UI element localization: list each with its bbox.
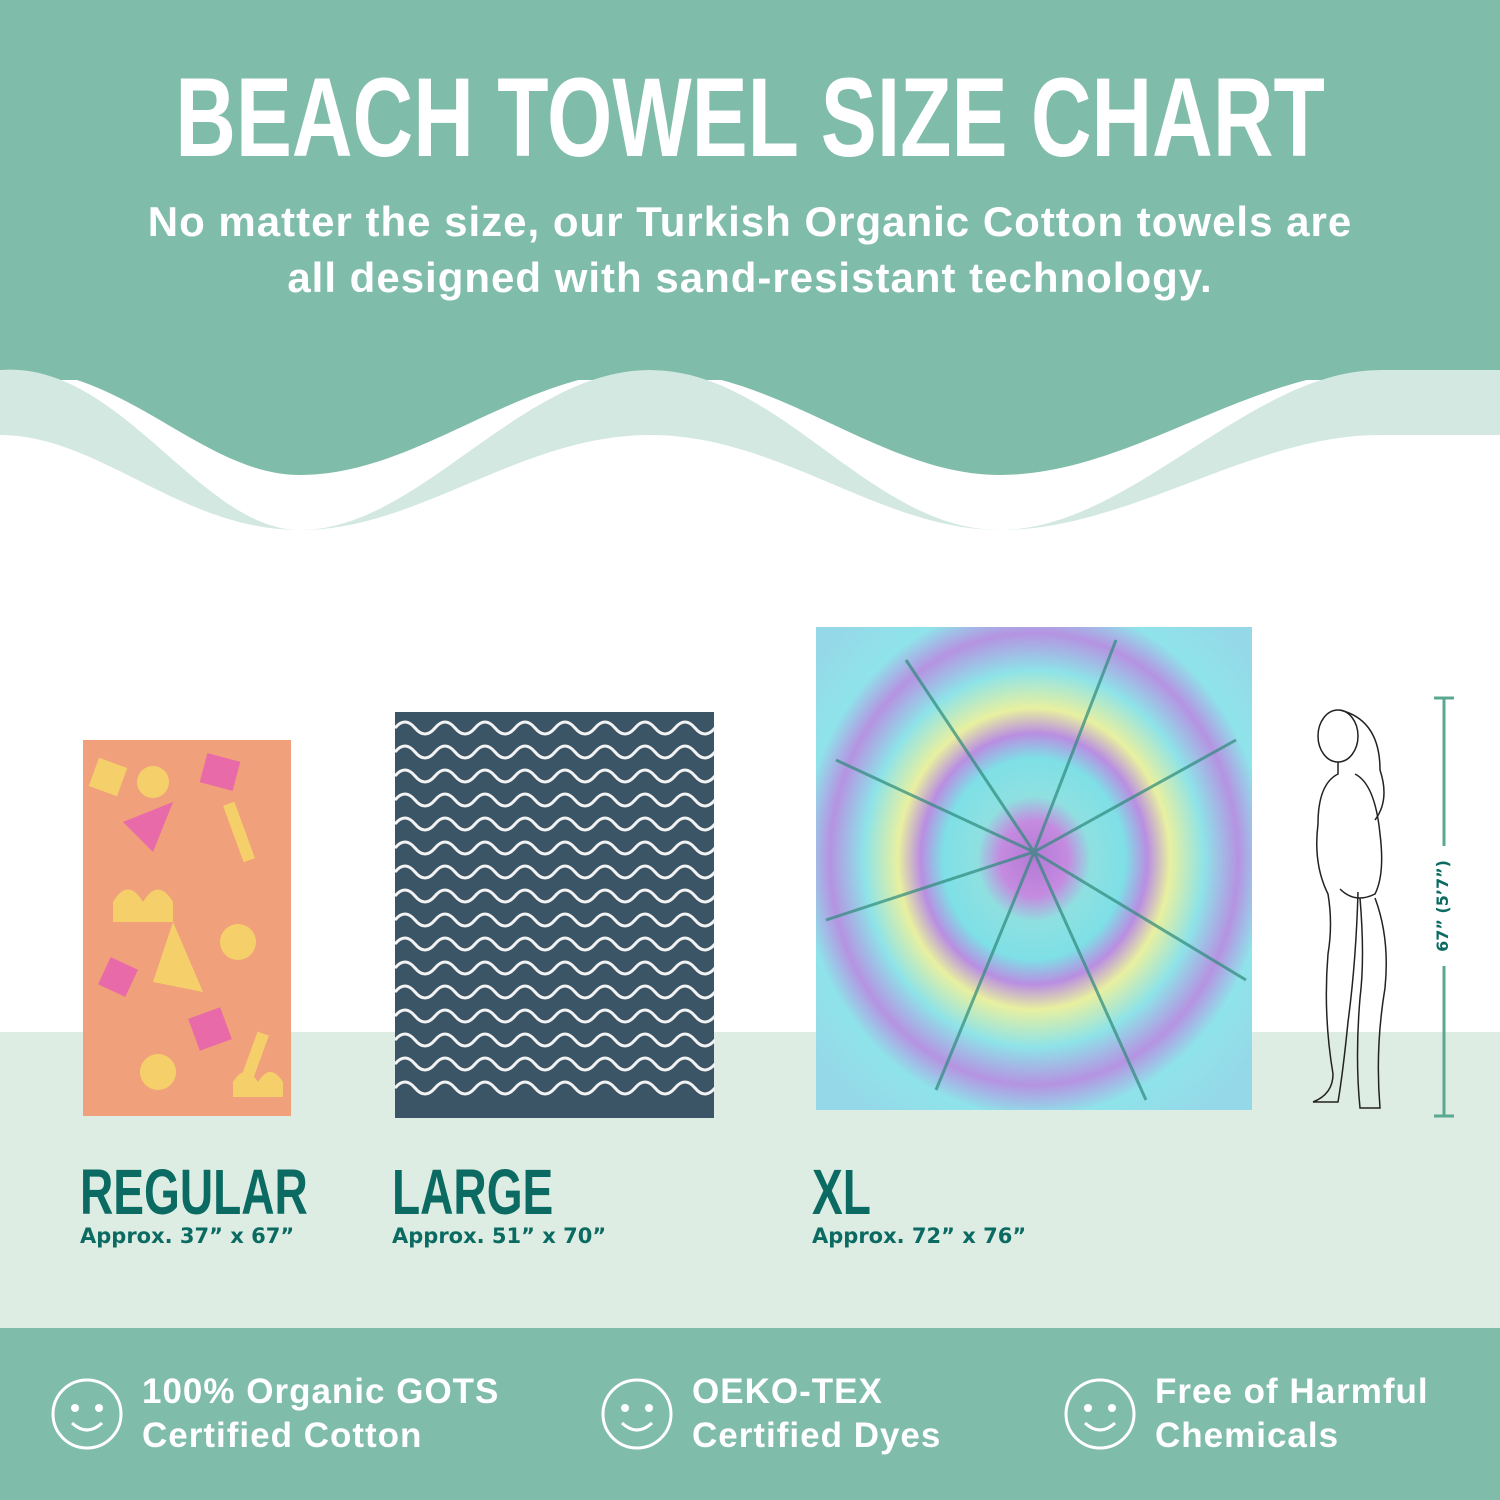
page-title: BEACH TOWEL SIZE CHART [175,55,1325,180]
height-label: 67” (5’7”) [1433,846,1453,966]
wave-line [395,792,715,808]
feature-item: OEKO-TEX Certified Dyes [600,1370,941,1458]
wave-line [395,984,715,1000]
towel-xl-image [816,627,1252,1110]
wave-line [395,744,715,760]
wave-line [395,816,715,832]
towel-large-image [395,712,715,1118]
size-name: REGULAR [80,1156,308,1228]
subtitle-line: all designed with sand-resistant technol… [287,254,1213,301]
person-silhouette-image [1312,709,1387,1109]
size-name: LARGE [392,1156,554,1228]
wave-line [395,840,715,856]
wave-line [395,720,715,736]
size-regular: REGULAR Approx. 37” x 67” [80,1160,396,1248]
size-large: LARGE Approx. 51” x 70” [392,1160,616,1248]
wave-line [395,1008,715,1024]
wave-line [395,960,715,976]
towel-regular-image [83,740,291,1116]
feature-item: 100% Organic GOTS Certified Cotton [50,1370,499,1458]
size-name: XL [812,1156,871,1228]
header-band [0,0,1500,380]
smiley-icon [51,1378,123,1450]
page-subtitle: No matter the size, our Turkish Organic … [0,194,1500,306]
feature-line: Free of Harmful [1155,1372,1429,1411]
wave-line [395,864,715,880]
size-dimensions: Approx. 72” x 76” [812,1224,1027,1248]
subtitle-line: No matter the size, our Turkish Organic … [147,198,1353,245]
feature-line: OEKO-TEX [692,1372,883,1411]
feature-line: Certified Dyes [692,1416,942,1455]
wave-line [395,1056,715,1072]
wave-divider [0,360,1500,550]
smiley-icon [1064,1378,1136,1450]
wave-line [395,888,715,904]
feature-line: Chemicals [1155,1416,1340,1455]
smiley-icon [601,1378,673,1450]
wave-line [395,936,715,952]
feature-item: Free of Harmful Chemicals [1063,1370,1429,1458]
feature-line: 100% Organic GOTS [142,1372,500,1411]
size-dimensions: Approx. 37” x 67” [80,1224,295,1248]
wave-line [395,768,715,784]
feature-line: Certified Cotton [142,1416,423,1455]
size-dimensions: Approx. 51” x 70” [392,1224,607,1248]
wave-line [395,912,715,928]
wave-line [395,1032,715,1048]
features-band [0,1328,1500,1500]
size-xl: XL Approx. 72” x 76” [812,1160,1026,1248]
wave-line [395,1080,715,1096]
